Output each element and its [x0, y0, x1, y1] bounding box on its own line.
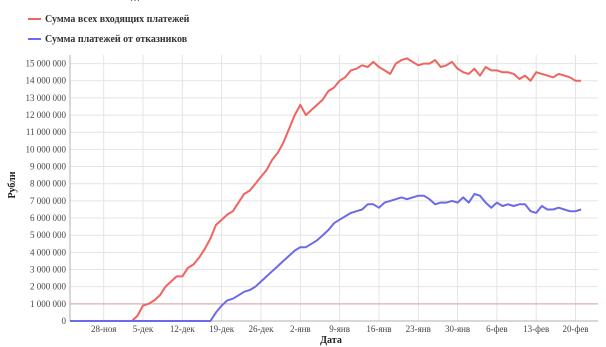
y-tick-label: 15 000 000 [26, 59, 67, 69]
y-tick-label: 7 000 000 [30, 196, 67, 206]
y-axis-title: Рубли [7, 171, 18, 198]
legend-swatch-total [28, 18, 41, 20]
legend-item-churn[interactable]: Сумма платежей от отказников [28, 30, 189, 48]
x-tick-label: 23-янв [406, 324, 431, 334]
x-tick-label: 13-фев [523, 324, 549, 334]
series-line-churn [70, 193, 582, 322]
x-axis-title: Дата [320, 335, 342, 346]
y-tick-label: 11 000 000 [26, 127, 67, 137]
x-tick-label: 12-дек [170, 324, 196, 334]
legend: Сумма всех входящих платежей Сумма плате… [28, 10, 189, 50]
y-tick-label: 6 000 000 [30, 213, 67, 223]
y-tick-label: 14 000 000 [26, 76, 67, 86]
grid [70, 55, 598, 322]
series-line-total [70, 57, 582, 322]
legend-swatch-churn [28, 38, 41, 40]
y-tick-label: 2 000 000 [30, 282, 67, 292]
y-tick-label: 0 [62, 316, 67, 326]
cropped-subtitle: … [130, 0, 490, 5]
y-tick-label: 8 000 000 [30, 179, 67, 189]
x-tick-label: 30-янв [445, 324, 470, 334]
x-tick-label: 5-дек [133, 324, 154, 334]
y-tick-label: 9 000 000 [30, 162, 67, 172]
y-tick-label: 4 000 000 [30, 247, 67, 257]
x-tick-label: 28-ноя [91, 324, 116, 334]
y-tick-label: 12 000 000 [26, 110, 67, 120]
y-tick-label: 10 000 000 [26, 144, 67, 154]
y-tick-label: 5 000 000 [30, 230, 67, 240]
x-tick-label: 6-фев [486, 324, 508, 334]
legend-label-total: Сумма всех входящих платежей [45, 13, 190, 25]
series-lines [70, 57, 582, 322]
y-tick-label: 3 000 000 [30, 265, 67, 275]
x-tick-label: 20-фев [562, 324, 588, 334]
x-tick-label: 2-янв [290, 324, 311, 334]
x-tick-label: 16-янв [366, 324, 391, 334]
x-tick-label: 9-янв [329, 324, 350, 334]
x-tick-label: 19-дек [209, 324, 235, 334]
x-tick-label: 26-дек [249, 324, 275, 334]
legend-label-churn: Сумма платежей от отказников [45, 33, 188, 45]
legend-item-total[interactable]: Сумма всех входящих платежей [28, 10, 189, 28]
y-tick-label: 13 000 000 [26, 93, 67, 103]
y-tick-label: 1 000 000 [30, 299, 67, 309]
axes: 0 1 000 000 2 000 000 3 000 000 4 000 000 5 0… [26, 55, 598, 334]
